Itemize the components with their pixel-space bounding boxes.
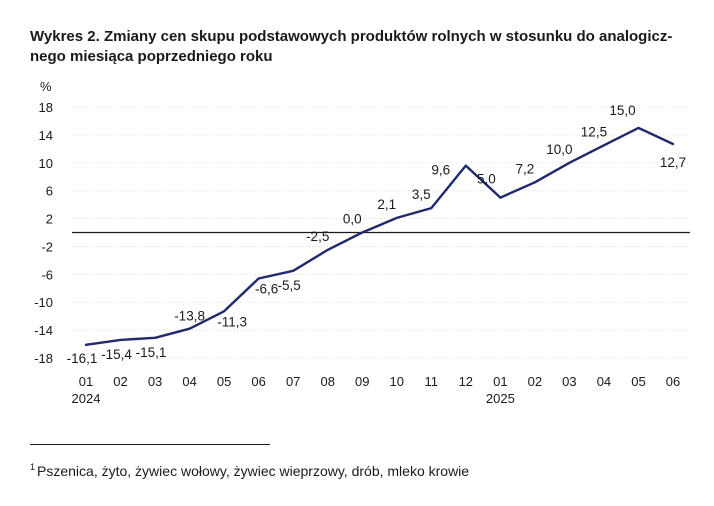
data-label: -6,6	[255, 282, 278, 297]
footnote-marker: 1	[30, 462, 36, 472]
x-tick-label: 09	[355, 374, 369, 389]
x-tick-label: 02	[528, 374, 542, 389]
footnote: 1 Pszenica, żyto, żywiec wołowy, żywiec w…	[30, 462, 469, 479]
data-label: -5,5	[278, 278, 301, 293]
data-label: -11,3	[217, 314, 247, 329]
y-axis-unit-label: %	[40, 79, 52, 94]
x-tick-label: 03	[148, 374, 162, 389]
series-line	[84, 126, 675, 346]
data-label: 0,0	[343, 212, 362, 227]
data-label: 15,0	[609, 103, 635, 118]
line-chart: 18 14 10 6 2 -2 -6 -10 -14 -18 01 02 03 04 05 06 07 08 09 1…	[34, 79, 690, 406]
x-tick-label: 05	[631, 374, 645, 389]
data-label: 2,1	[377, 197, 396, 212]
x-tick-label: 04	[182, 374, 196, 389]
data-label: -15,4	[101, 347, 132, 362]
x-year-label: 2024	[72, 391, 101, 406]
x-tick-label: 01	[79, 374, 93, 389]
y-tick-label: 18	[39, 100, 53, 115]
data-label: 10,0	[546, 142, 572, 157]
data-label: 5,0	[477, 172, 496, 187]
x-tick-label: 06	[251, 374, 265, 389]
x-tick-label: 01	[493, 374, 507, 389]
data-labels: -16,1 -15,4 -15,1 -13,8 -11,3 -6,6 -5,5 -2,5 0,0…	[67, 103, 687, 366]
chart-title: Wykres 2. Zmiany cen skupu podstawowych …	[30, 27, 690, 67]
data-label: 12,5	[581, 124, 607, 139]
data-label: -16,1	[67, 351, 98, 366]
x-tick-label: 11	[425, 374, 439, 389]
y-tick-label: 14	[39, 128, 53, 143]
y-tick-label: -10	[34, 295, 53, 310]
chart-title-line-2: nego miesiąca poprzedniego roku	[30, 48, 273, 65]
data-label: -2,5	[306, 229, 329, 244]
x-tick-label: 04	[597, 374, 611, 389]
data-label: 12,7	[660, 155, 686, 170]
data-label: 3,5	[412, 187, 431, 202]
x-tick-label: 08	[320, 374, 334, 389]
data-label: 7,2	[515, 161, 534, 176]
data-label: -13,8	[174, 309, 205, 324]
y-tick-label: -14	[34, 323, 53, 338]
data-label: 9,6	[431, 163, 450, 178]
footnote-divider	[30, 444, 270, 445]
gridlines	[72, 106, 690, 359]
x-tick-label: 02	[113, 374, 127, 389]
x-tick-label: 06	[666, 374, 680, 389]
x-tick-label: 07	[286, 374, 300, 389]
y-tick-label: -2	[41, 239, 53, 254]
x-tick-label: 12	[459, 374, 473, 389]
footnote-text: Pszenica, żyto, żywiec wołowy, żywiec wi…	[37, 463, 470, 479]
y-tick-label: 6	[46, 184, 53, 199]
series-line-layer	[84, 126, 675, 346]
chart-title-line-1: Wykres 2. Zmiany cen skupu podstawowych …	[30, 28, 673, 45]
y-tick-label: -18	[34, 351, 53, 366]
x-tick-label: 03	[562, 374, 576, 389]
data-label: -15,1	[136, 345, 167, 360]
axes: 18 14 10 6 2 -2 -6 -10 -14 -18 01 02 03 04 05 06 07 08 09 1…	[34, 100, 690, 406]
x-tick-label: 10	[390, 374, 404, 389]
y-tick-label: -6	[41, 267, 53, 282]
x-tick-label: 05	[217, 374, 231, 389]
x-year-label: 2025	[486, 391, 515, 406]
y-tick-label: 2	[46, 212, 53, 227]
y-tick-label: 10	[39, 156, 53, 171]
